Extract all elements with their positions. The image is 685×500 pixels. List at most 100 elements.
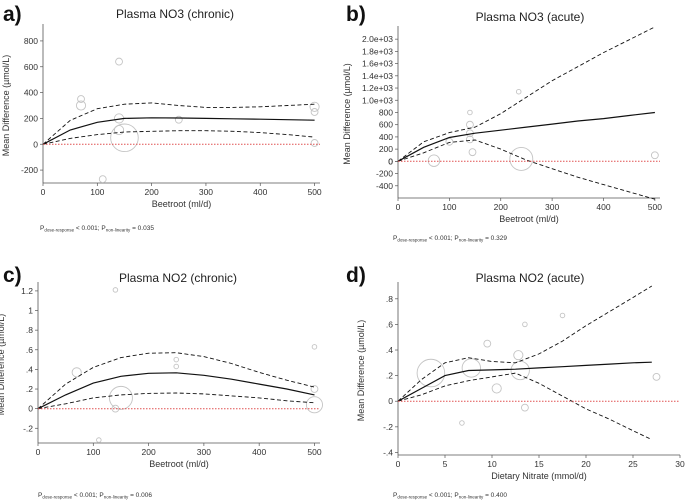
panel-a-letter: a) <box>3 3 22 26</box>
panel-c-xtick-label: 400 <box>252 447 266 457</box>
panel-b-title: Plasma NO3 (acute) <box>476 10 585 24</box>
panel-c-study-point <box>305 396 323 414</box>
panel-b-xtick-label: 400 <box>596 202 610 212</box>
panel-d-ytick-label: -.2 <box>383 422 393 432</box>
panel-a-study-point <box>110 123 139 153</box>
panel-b-study-point <box>468 148 477 157</box>
panel-c-pvalue-note: Pdose-response < 0.001; Pnon-linearity =… <box>38 492 152 500</box>
panel-d-study-point <box>521 403 529 412</box>
panel-a-xtick-label: 200 <box>145 187 159 197</box>
panel-b-ytick-label: 400 <box>379 132 393 142</box>
panel-d-xtick-label: 0 <box>396 459 401 469</box>
panel-d-xtick-label: 20 <box>581 459 591 469</box>
panel-c-study-point <box>173 363 179 370</box>
panel-b-xtick-label: 500 <box>648 202 662 212</box>
panel-b-study-point <box>509 146 534 171</box>
panel-d-study-point <box>559 312 566 319</box>
panel-b-ytick-label: 200 <box>379 144 393 154</box>
panel-b-ytick-label: 1.6e+03 <box>362 59 393 69</box>
panel-d-ci-line <box>397 285 653 402</box>
panel-a-ytick-label: 800 <box>24 36 38 46</box>
panel-b-ytick-label: -200 <box>376 169 393 179</box>
panel-c: c) Plasma NO2 (chronic) -.2 0 .2 .4 .6 .8 1 1.2 0 1… <box>0 264 323 500</box>
panel-c-letter: c) <box>3 264 22 287</box>
panel-c-study-point <box>310 385 319 393</box>
panel-c-ytick-label: .8 <box>26 325 33 335</box>
panel-a-xlabel: Beetroot (ml/d) <box>152 199 212 209</box>
panel-a-ytick-label: 400 <box>24 88 38 98</box>
panel-d-study-point <box>483 339 492 348</box>
panel-a-xtick-label: 100 <box>90 187 104 197</box>
panel-c-ci-line <box>37 392 315 410</box>
panel-b-study-point <box>466 120 474 129</box>
panel-d-ci-line <box>397 372 652 441</box>
panel-a-study-point <box>310 139 319 147</box>
panel-a-ytick-label: 600 <box>24 62 38 72</box>
panel-a-xtick-label: 500 <box>307 187 321 197</box>
panel-b-ytick-label: 0 <box>388 156 393 166</box>
panel-d-letter: d) <box>346 264 366 287</box>
panel-a-xtick-label: 300 <box>199 187 213 197</box>
panel-b-study-point <box>515 88 522 95</box>
panel-a: a) Plasma NO3 (chronic) -200 0 200 400 600 800 0… <box>1 3 322 233</box>
panel-b-study-point <box>467 109 473 116</box>
panel-a-study-point <box>98 175 107 184</box>
panel-b-ytick-label: 600 <box>379 120 393 130</box>
panel-a-study-point <box>77 95 85 103</box>
panel-d-ytick-label: .2 <box>386 371 393 381</box>
panel-b-ytick-label: 0 <box>388 156 393 166</box>
panel-a-study-point <box>310 108 319 116</box>
panel-c-ytick-label: .2 <box>26 384 33 394</box>
panel-b-study-point <box>427 154 441 167</box>
panel-c-ytick-label: .6 <box>26 345 33 355</box>
panel-c-ytick-label: .4 <box>26 364 33 374</box>
panel-c-xlabel: Beetroot (ml/d) <box>149 459 209 469</box>
panel-b-ytick-label: 1.4e+03 <box>362 71 393 81</box>
panel-a-title: Plasma NO3 (chronic) <box>116 7 234 21</box>
panel-a-ytick-label: 200 <box>24 113 38 123</box>
panel-c-xtick-label: 200 <box>141 447 155 457</box>
panel-a-estimate-line <box>42 117 315 145</box>
panel-d-xtick-label: 25 <box>628 459 638 469</box>
panel-c-study-point <box>96 437 102 443</box>
panel-b-xtick-label: 100 <box>442 202 456 212</box>
panel-b-study-point <box>466 135 474 144</box>
panel-b-xtick-label: 300 <box>545 202 559 212</box>
panel-b-study-point <box>650 151 659 160</box>
panel-a-xtick-label: 0 <box>41 187 46 197</box>
panel-b-xtick-label: 200 <box>494 202 508 212</box>
panel-a-ci-line <box>42 130 315 145</box>
panel-c-title: Plasma NO2 (chronic) <box>119 271 237 285</box>
panel-a-ytick-label: -200 <box>21 165 38 175</box>
panel-c-study-point <box>173 356 179 363</box>
panel-c-ytick-label: 1.2 <box>21 286 33 296</box>
panel-b-ytick-label: 1.2e+03 <box>362 83 393 93</box>
panel-b-letter: b) <box>346 3 366 26</box>
panel-b-ytick-label: 2.0e+03 <box>362 34 393 44</box>
panel-a-study-point <box>75 100 87 111</box>
panel-d-xtick-label: 10 <box>487 459 497 469</box>
panel-d-ytick-label: .8 <box>386 294 393 304</box>
panel-c-ci-line <box>37 352 315 410</box>
panel-c-xtick-label: 500 <box>307 447 321 457</box>
panel-d-xtick-label: 15 <box>534 459 544 469</box>
panel-c-study-point <box>71 367 82 378</box>
panel-d-study-point <box>416 358 446 388</box>
panel-b-ci-line <box>397 26 656 162</box>
panel-d-xtick-label: 30 <box>675 459 685 469</box>
panel-d-study-point <box>510 360 530 381</box>
panel-a-ci-line <box>42 102 315 145</box>
panel-b: b) Plasma NO3 (acute) -400 -200 0 0 200 400 600 8… <box>342 3 662 243</box>
panel-b-ylabel: Mean Difference (µmol/L) <box>342 63 352 165</box>
panel-b-ytick-label: 800 <box>379 107 393 117</box>
panel-c-ytick-label: 0 <box>28 404 33 414</box>
panel-d-ylabel: Mean Difference (µmol/L) <box>356 320 366 422</box>
panel-a-study-point <box>115 57 123 66</box>
panel-b-pvalue-note: Pdose-response < 0.001; Pnon-linearity =… <box>393 235 507 243</box>
panel-c-study-point <box>311 344 318 350</box>
panel-a-ytick-label: 0 <box>33 139 38 149</box>
panel-d-xlabel: Dietary Nitrate (mmol/d) <box>491 471 587 481</box>
panel-a-study-point <box>174 115 183 124</box>
